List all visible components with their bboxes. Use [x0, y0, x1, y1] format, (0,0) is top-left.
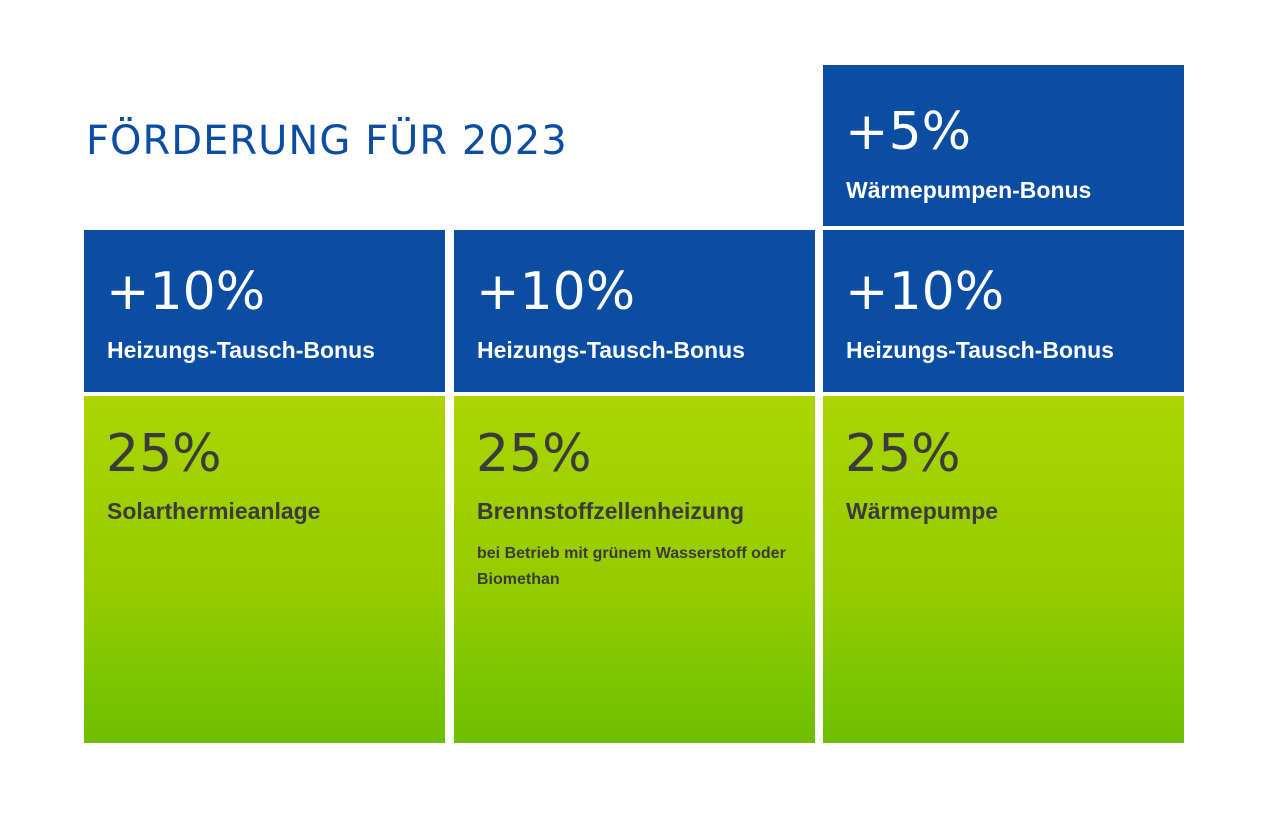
bonus-label: Heizungs-Tausch-Bonus [107, 337, 375, 363]
bonus-percent: +10% [476, 262, 636, 322]
base-note: bei Betrieb mit grünem Wasserstoff oder … [477, 545, 786, 588]
heating-swap-bonus-block-fuel-cell: +10% Heizungs-Tausch-Bonus [454, 230, 815, 392]
extra-bonus-percent: +5% [845, 102, 972, 162]
base-subsidy-block-fuel-cell: 25% Brennstoffzellenheizung bei Betrieb … [454, 396, 815, 743]
extra-bonus-label: Wärmepumpen-Bonus [846, 177, 1092, 203]
base-label: Solarthermieanlage [107, 498, 321, 524]
base-percent: 25% [106, 424, 222, 484]
page-title: FÖRDERUNG FÜR 2023 [86, 118, 568, 164]
base-subsidy-block-heat-pump: 25% Wärmepumpe [823, 396, 1184, 743]
base-subsidy-block-solar: 25% Solarthermieanlage [84, 396, 445, 743]
bonus-label: Heizungs-Tausch-Bonus [477, 337, 745, 363]
base-percent: 25% [476, 424, 592, 484]
bonus-percent: +10% [845, 262, 1005, 322]
heating-swap-bonus-block-heat-pump: +10% Heizungs-Tausch-Bonus [823, 230, 1184, 392]
base-label: Wärmepumpe [846, 498, 999, 524]
bonus-percent: +10% [106, 262, 266, 322]
base-label: Brennstoffzellenheizung [477, 498, 745, 524]
base-percent: 25% [845, 424, 961, 484]
heating-swap-bonus-block-solar: +10% Heizungs-Tausch-Bonus [84, 230, 445, 392]
bonus-label: Heizungs-Tausch-Bonus [846, 337, 1114, 363]
heat-pump-bonus-block: +5% Wärmepumpen-Bonus [823, 65, 1184, 226]
